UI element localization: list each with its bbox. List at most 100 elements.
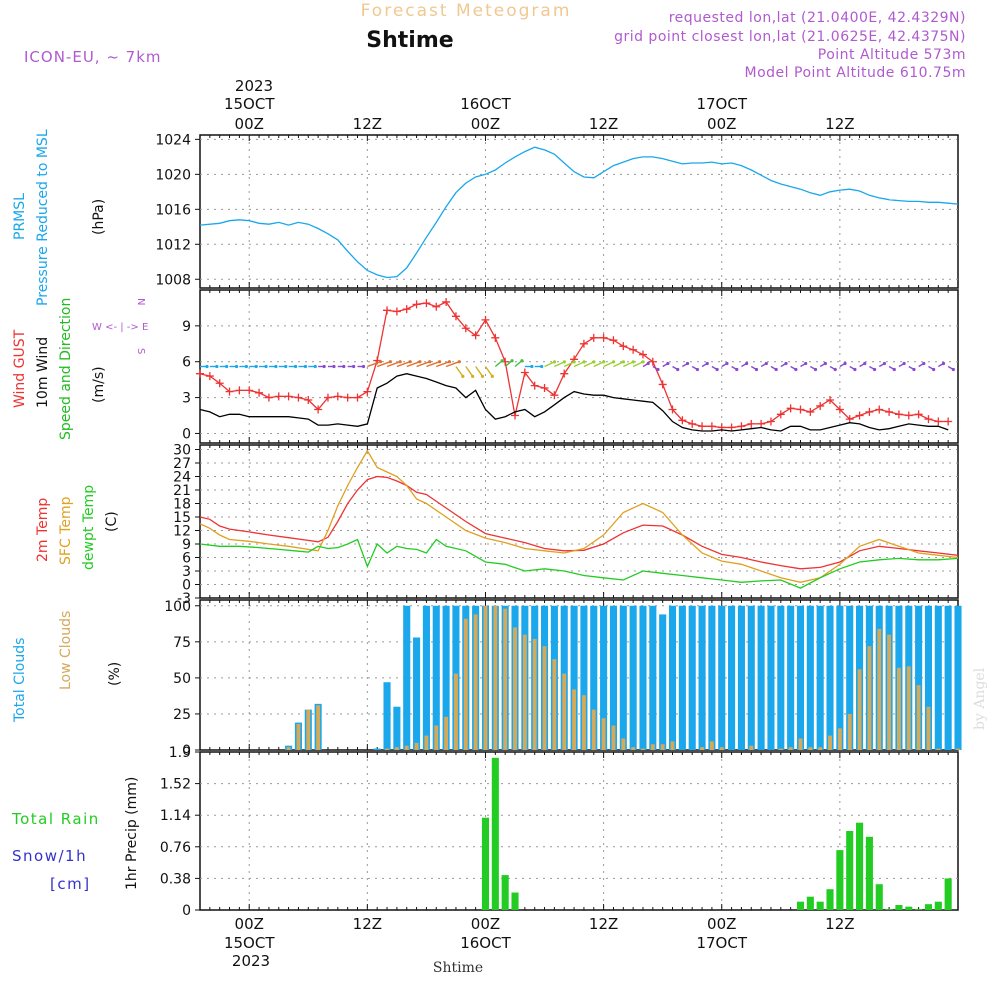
wind-direction-arrowhead: [490, 374, 494, 378]
temperature-ytick-label: 24: [173, 470, 191, 486]
wind-direction-arrowhead: [322, 364, 326, 369]
wind-direction-arrowhead: [378, 360, 383, 364]
gust-marker: [786, 404, 795, 413]
prmsl-label: PRMSL: [12, 193, 28, 240]
low-clouds-bar: [916, 685, 921, 750]
wind-direction-arrowhead: [725, 361, 729, 366]
wind-label: 10m Wind: [35, 337, 51, 408]
wind-direction-arrowhead: [244, 364, 248, 369]
gust-label: Wind GUST: [12, 329, 28, 408]
wind-direction-arrow: [593, 361, 605, 368]
low-clouds-bar: [818, 747, 823, 750]
wind-direction-arrowhead: [540, 364, 544, 369]
gust-marker: [688, 419, 697, 428]
wind-direction-arrowhead: [685, 361, 690, 366]
wind-direction-arrowhead: [922, 361, 926, 366]
low-clouds-bar: [316, 705, 321, 750]
top-hour-label: 12Z: [825, 115, 854, 133]
wind-direction-arrowhead: [902, 361, 906, 366]
bottom-hour-label: 12Z: [589, 915, 618, 933]
location-title: Shtime: [366, 28, 453, 53]
total-rain-bar: [924, 904, 933, 910]
gust-marker: [678, 416, 687, 425]
temperature-ytick-label: 6: [182, 551, 191, 567]
pressure-frame: [199, 134, 959, 289]
wind-direction-arrowhead: [611, 360, 616, 364]
footer-location: Shtime: [433, 960, 483, 976]
wind-direction-arrow: [445, 361, 460, 368]
total-clouds-bar: [678, 605, 686, 750]
wind-direction-arrow: [386, 361, 401, 368]
total-rain-bar: [511, 892, 519, 910]
low-clouds-bar: [306, 709, 311, 750]
low-clouds-bar: [650, 744, 655, 750]
total-clouds-bar: [708, 605, 716, 750]
10m-wind-line: [199, 373, 949, 432]
gust-marker: [875, 405, 884, 414]
wind-direction-arrow: [406, 361, 421, 368]
gust-marker: [530, 381, 539, 390]
bottom-date-label: 17OCT: [696, 934, 747, 952]
total-clouds-bar: [580, 605, 588, 750]
total-clouds-bar: [570, 605, 578, 750]
total-clouds-bar: [609, 605, 617, 750]
total-clouds-bar: [846, 605, 854, 750]
gust-marker: [924, 415, 933, 424]
dewpt-temp-line: [199, 538, 959, 589]
low-clouds-bar: [483, 605, 488, 750]
gust-marker: [442, 297, 451, 306]
wind-direction-arrowhead: [872, 367, 877, 372]
2m-temp-line: [199, 475, 959, 570]
low-clouds-bar: [700, 747, 705, 750]
wind-direction-arrowhead: [342, 364, 346, 369]
wind-direction-arrowhead: [656, 367, 660, 372]
total-clouds-bar: [796, 605, 805, 750]
top-hour-label: 12Z: [353, 115, 382, 133]
gust-marker: [205, 372, 214, 381]
sfc-temp-line: [199, 449, 959, 583]
total-clouds-bar: [383, 682, 391, 750]
temperature-ytick-label: 12: [173, 524, 191, 540]
wind-direction-arrow: [396, 361, 411, 368]
gust-marker: [648, 357, 657, 366]
total-clouds-bar: [934, 605, 942, 750]
pressure-ytick-label: 1024: [155, 132, 191, 148]
temperature-ytick-label: 15: [173, 510, 191, 526]
gust-marker: [668, 405, 677, 414]
model-label: ICON-EU, ~ 7km: [24, 48, 162, 66]
wind-direction-arrow: [583, 361, 595, 368]
gust-marker: [707, 422, 716, 431]
wind-panel: 0 3 6 9: [182, 289, 959, 444]
top-hour-label: 00Z: [471, 115, 500, 133]
gust-marker: [816, 401, 825, 410]
wind-direction-arrowhead: [471, 374, 475, 378]
gust-marker: [835, 405, 844, 414]
wind-direction-arrowhead: [631, 360, 635, 364]
top-hour-label: 12Z: [589, 115, 618, 133]
wind-direction-arrowhead: [592, 360, 596, 364]
bottom-hour-label: 12Z: [353, 915, 382, 933]
gust-marker: [392, 307, 401, 316]
wind-direction-arrowhead: [715, 367, 719, 372]
wind-dir-label: Speed and Direction: [58, 298, 74, 440]
low-clouds-bar: [581, 695, 586, 750]
wind-direction-arrowhead: [676, 367, 680, 372]
temperature-ytick-label: 27: [173, 456, 191, 472]
wind-direction-arrowhead: [784, 361, 788, 366]
precipitation-ytick-label: 1.52: [160, 777, 191, 793]
gust-marker: [471, 331, 480, 340]
wind-direction-arrow: [436, 361, 450, 368]
gust-marker: [855, 411, 864, 420]
total-rain-bar: [895, 905, 903, 910]
total-clouds-bar: [442, 605, 450, 750]
total-clouds-bar: [954, 605, 962, 750]
wind-direction-arrow: [544, 361, 555, 368]
wind-direction-arrow: [484, 366, 493, 377]
clouds-panel: 0 25 50 75 100: [164, 599, 962, 759]
wind-direction-arrowhead: [447, 360, 452, 364]
top-year: 2023: [235, 77, 273, 95]
wind-direction-arrowhead: [804, 361, 808, 366]
cloud-unit: (%): [107, 662, 123, 686]
low-clouds-bar: [896, 667, 901, 750]
